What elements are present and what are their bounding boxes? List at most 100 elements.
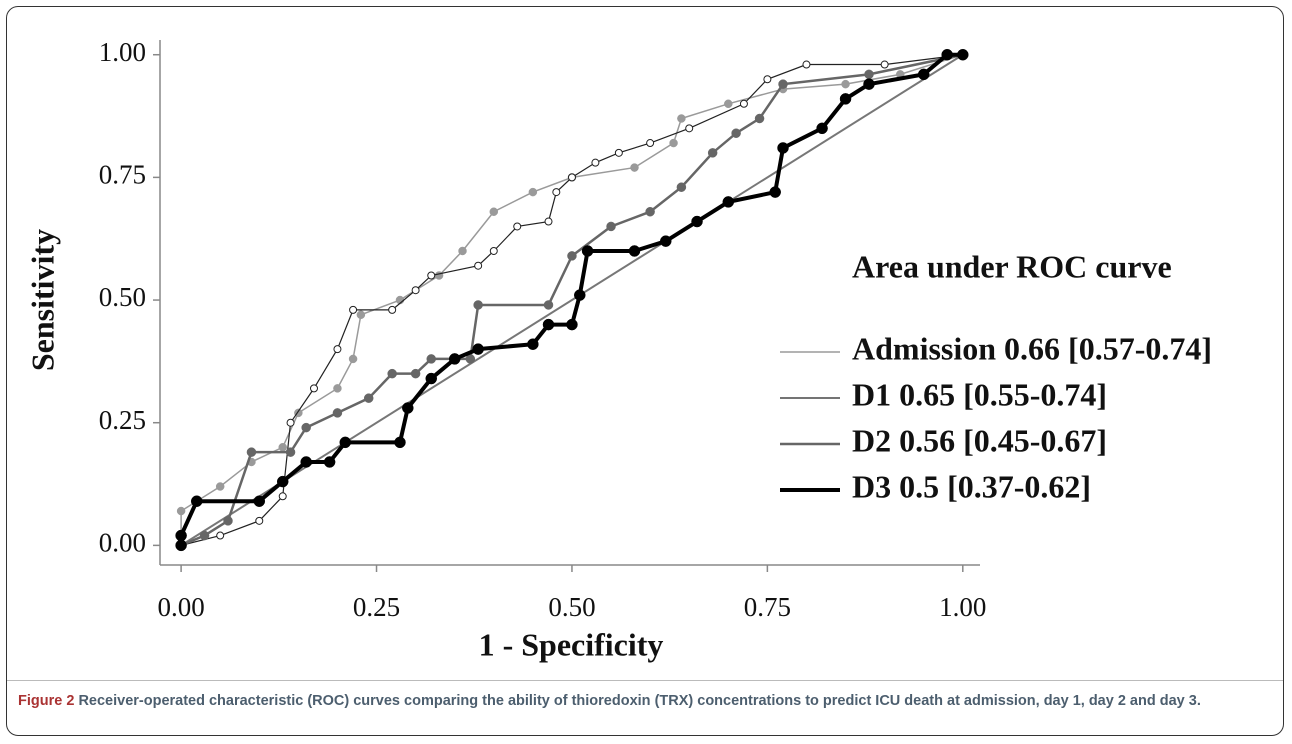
roc-point [528,187,538,197]
roc-point [566,318,578,331]
y-tick-label: 0.50 [99,282,146,312]
roc-point [472,343,484,355]
roc-point [323,456,336,468]
y-axis-title: Sensitivity [24,229,60,371]
roc-point [941,48,953,61]
roc-point [917,68,930,81]
roc-point [513,222,522,231]
roc-point [190,495,203,507]
roc-point [614,148,623,157]
roc-point [863,78,875,90]
roc-curve [180,54,963,546]
roc-point [489,246,498,255]
roc-point [669,138,678,148]
x-tick-label: 0.50 [548,592,595,622]
roc-point [255,516,264,525]
y-tick-label: 0.00 [99,528,146,558]
x-tick-label: 1.00 [939,592,986,622]
legend-title: Area under ROC curve [852,248,1172,284]
legend-label: D2 0.56 [0.45-0.67] [852,422,1107,458]
roc-point [448,353,461,365]
roc-point [567,173,576,182]
y-tick-label: 0.25 [99,405,146,435]
chart: 1 - Specificity Sensitivity Area under R… [24,37,1212,662]
roc-point [309,384,318,393]
roc-point [880,60,889,69]
roc-point [645,206,655,217]
legend-label: Admission 0.66 [0.57-0.74] [852,330,1212,366]
roc-point [176,506,186,516]
roc-point [425,372,437,385]
roc-point [707,148,718,158]
roc-point [216,531,225,540]
roc-point [246,447,257,457]
roc-point [685,124,694,133]
roc-point [411,286,420,295]
roc-point [458,246,467,256]
roc-point [394,436,406,449]
roc-point [402,402,414,414]
roc-point [473,300,483,310]
roc-point [816,122,828,135]
caption-separator [7,680,1283,681]
roc-point [387,368,397,379]
roc-point [778,79,788,89]
roc-point [646,139,655,148]
roc-point [543,300,554,310]
roc-point [253,495,266,507]
roc-point [339,436,352,449]
roc-point [739,99,748,108]
roc-point [175,539,187,552]
roc-point [300,456,312,468]
roc-point [606,221,616,232]
roc-point [552,188,561,197]
roc-point [763,75,772,84]
roc-point [660,235,672,247]
roc-point [841,79,850,89]
roc-point [278,442,287,452]
roc-point [691,215,703,228]
roc-point [489,207,499,216]
roc-point [628,245,641,257]
x-axis-title: 1 - Specificity [479,626,664,662]
caption: Figure 2 Receiver-operated characteristi… [18,690,1268,712]
roc-point [276,475,289,488]
roc-point [581,245,594,257]
caption-label: Figure 2 [18,693,75,709]
legend-label: D1 0.65 [0.55-0.74] [852,376,1107,412]
roc-point [301,422,311,433]
roc-point [285,447,296,457]
roc-point [223,516,233,526]
roc-point [864,69,874,80]
roc-point [722,196,735,208]
roc-point [957,48,969,61]
roc-point [333,345,342,354]
roc-point [278,492,287,501]
legend-label: D3 0.5 [0.37-0.62] [852,468,1091,504]
roc-point [388,305,397,314]
roc-point [332,408,343,418]
x-tick-label: 0.25 [353,592,400,622]
roc-point [769,186,781,198]
roc-point [630,163,639,172]
roc-point [839,93,852,105]
roc-point [777,142,789,154]
roc-point [677,114,686,123]
roc-point [754,113,765,124]
reference-diagonal [180,53,964,547]
roc-point [676,182,687,192]
roc-point [527,338,539,350]
roc-point [199,530,210,541]
roc-point [427,271,436,280]
roc-point [731,128,741,138]
roc-point [410,368,421,379]
roc-point [363,393,374,403]
x-tick-label: 0.00 [157,592,204,622]
caption-text: Receiver-operated characteristic (ROC) c… [78,693,1201,709]
roc-point [474,261,483,270]
roc-point [356,310,366,320]
roc-point [426,354,436,364]
roc-point [333,384,342,393]
roc-point [349,305,358,314]
y-tick-label: 0.75 [99,160,146,190]
